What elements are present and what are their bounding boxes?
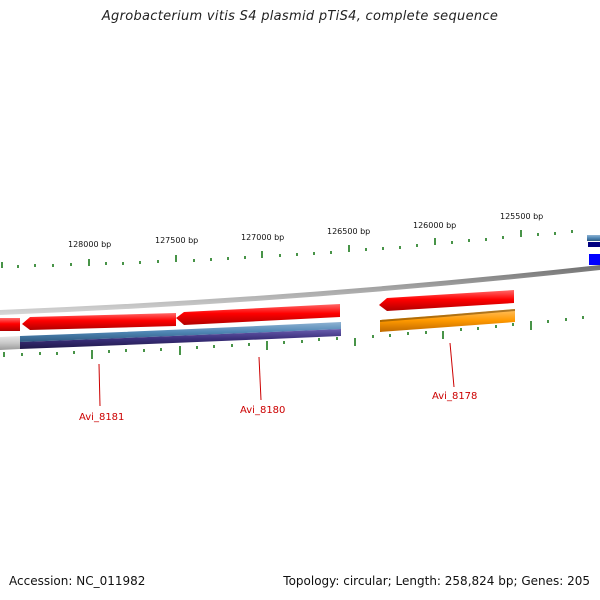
reverse-cds-row: [0, 309, 515, 350]
tick-label: 127500 bp: [155, 236, 198, 245]
gene-arrow: [22, 313, 176, 330]
tick-label: 125500 bp: [500, 212, 543, 221]
outer-tick-ring: [1, 230, 573, 268]
purple-segment: [20, 329, 341, 349]
tick-label: 128000 bp: [68, 240, 111, 249]
backbone-ring: [0, 265, 600, 315]
tick-label: 127000 bp: [241, 233, 284, 242]
accession-text: Accession: NC_011982: [9, 574, 146, 588]
forward-cds-row: [0, 290, 514, 331]
gene-labels: Avi_8181 Avi_8180 Avi_8178: [79, 391, 477, 423]
tick-label: 126500 bp: [327, 227, 370, 236]
gene-arrow: [176, 304, 340, 325]
right-edge-genes: [587, 235, 600, 265]
map-title: Agrobacterium vitis S4 plasmid pTiS4, co…: [101, 9, 499, 24]
tick-label: 126000 bp: [413, 221, 456, 230]
orange-segment: [380, 309, 515, 332]
inner-tick-ring: [3, 316, 584, 359]
gene-label-avi-8180: Avi_8180: [240, 405, 285, 416]
gene-label-avi-8181: Avi_8181: [79, 412, 124, 423]
tick-labels: 128000 bp 127500 bp 127000 bp 126500 bp …: [68, 212, 543, 249]
steelblue-segment: [20, 322, 341, 342]
gene-leaders: [98, 342, 455, 407]
gene-label-avi-8178: Avi_8178: [432, 391, 477, 402]
topology-summary-text: Topology: circular; Length: 258,824 bp; …: [283, 574, 590, 588]
grey-segment: [0, 336, 20, 350]
gene-arrow: [379, 290, 514, 311]
gene-arrow-left-edge: [0, 318, 20, 331]
